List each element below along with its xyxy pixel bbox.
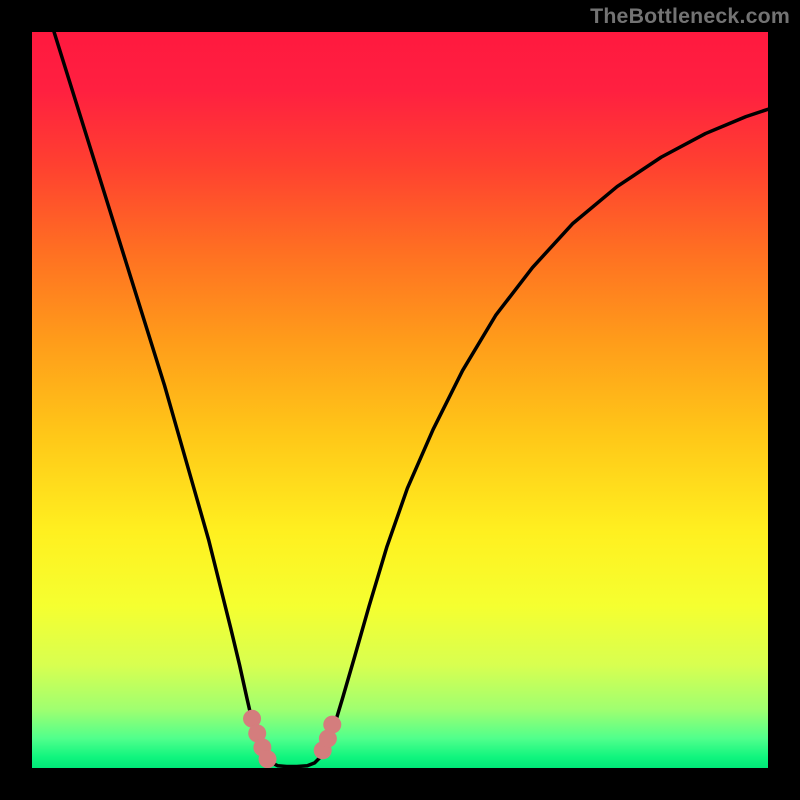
watermark-text: TheBottleneck.com [590,4,790,29]
plot-area [32,32,768,768]
chart-container: TheBottleneck.com [0,0,800,800]
gradient-background [32,32,768,768]
